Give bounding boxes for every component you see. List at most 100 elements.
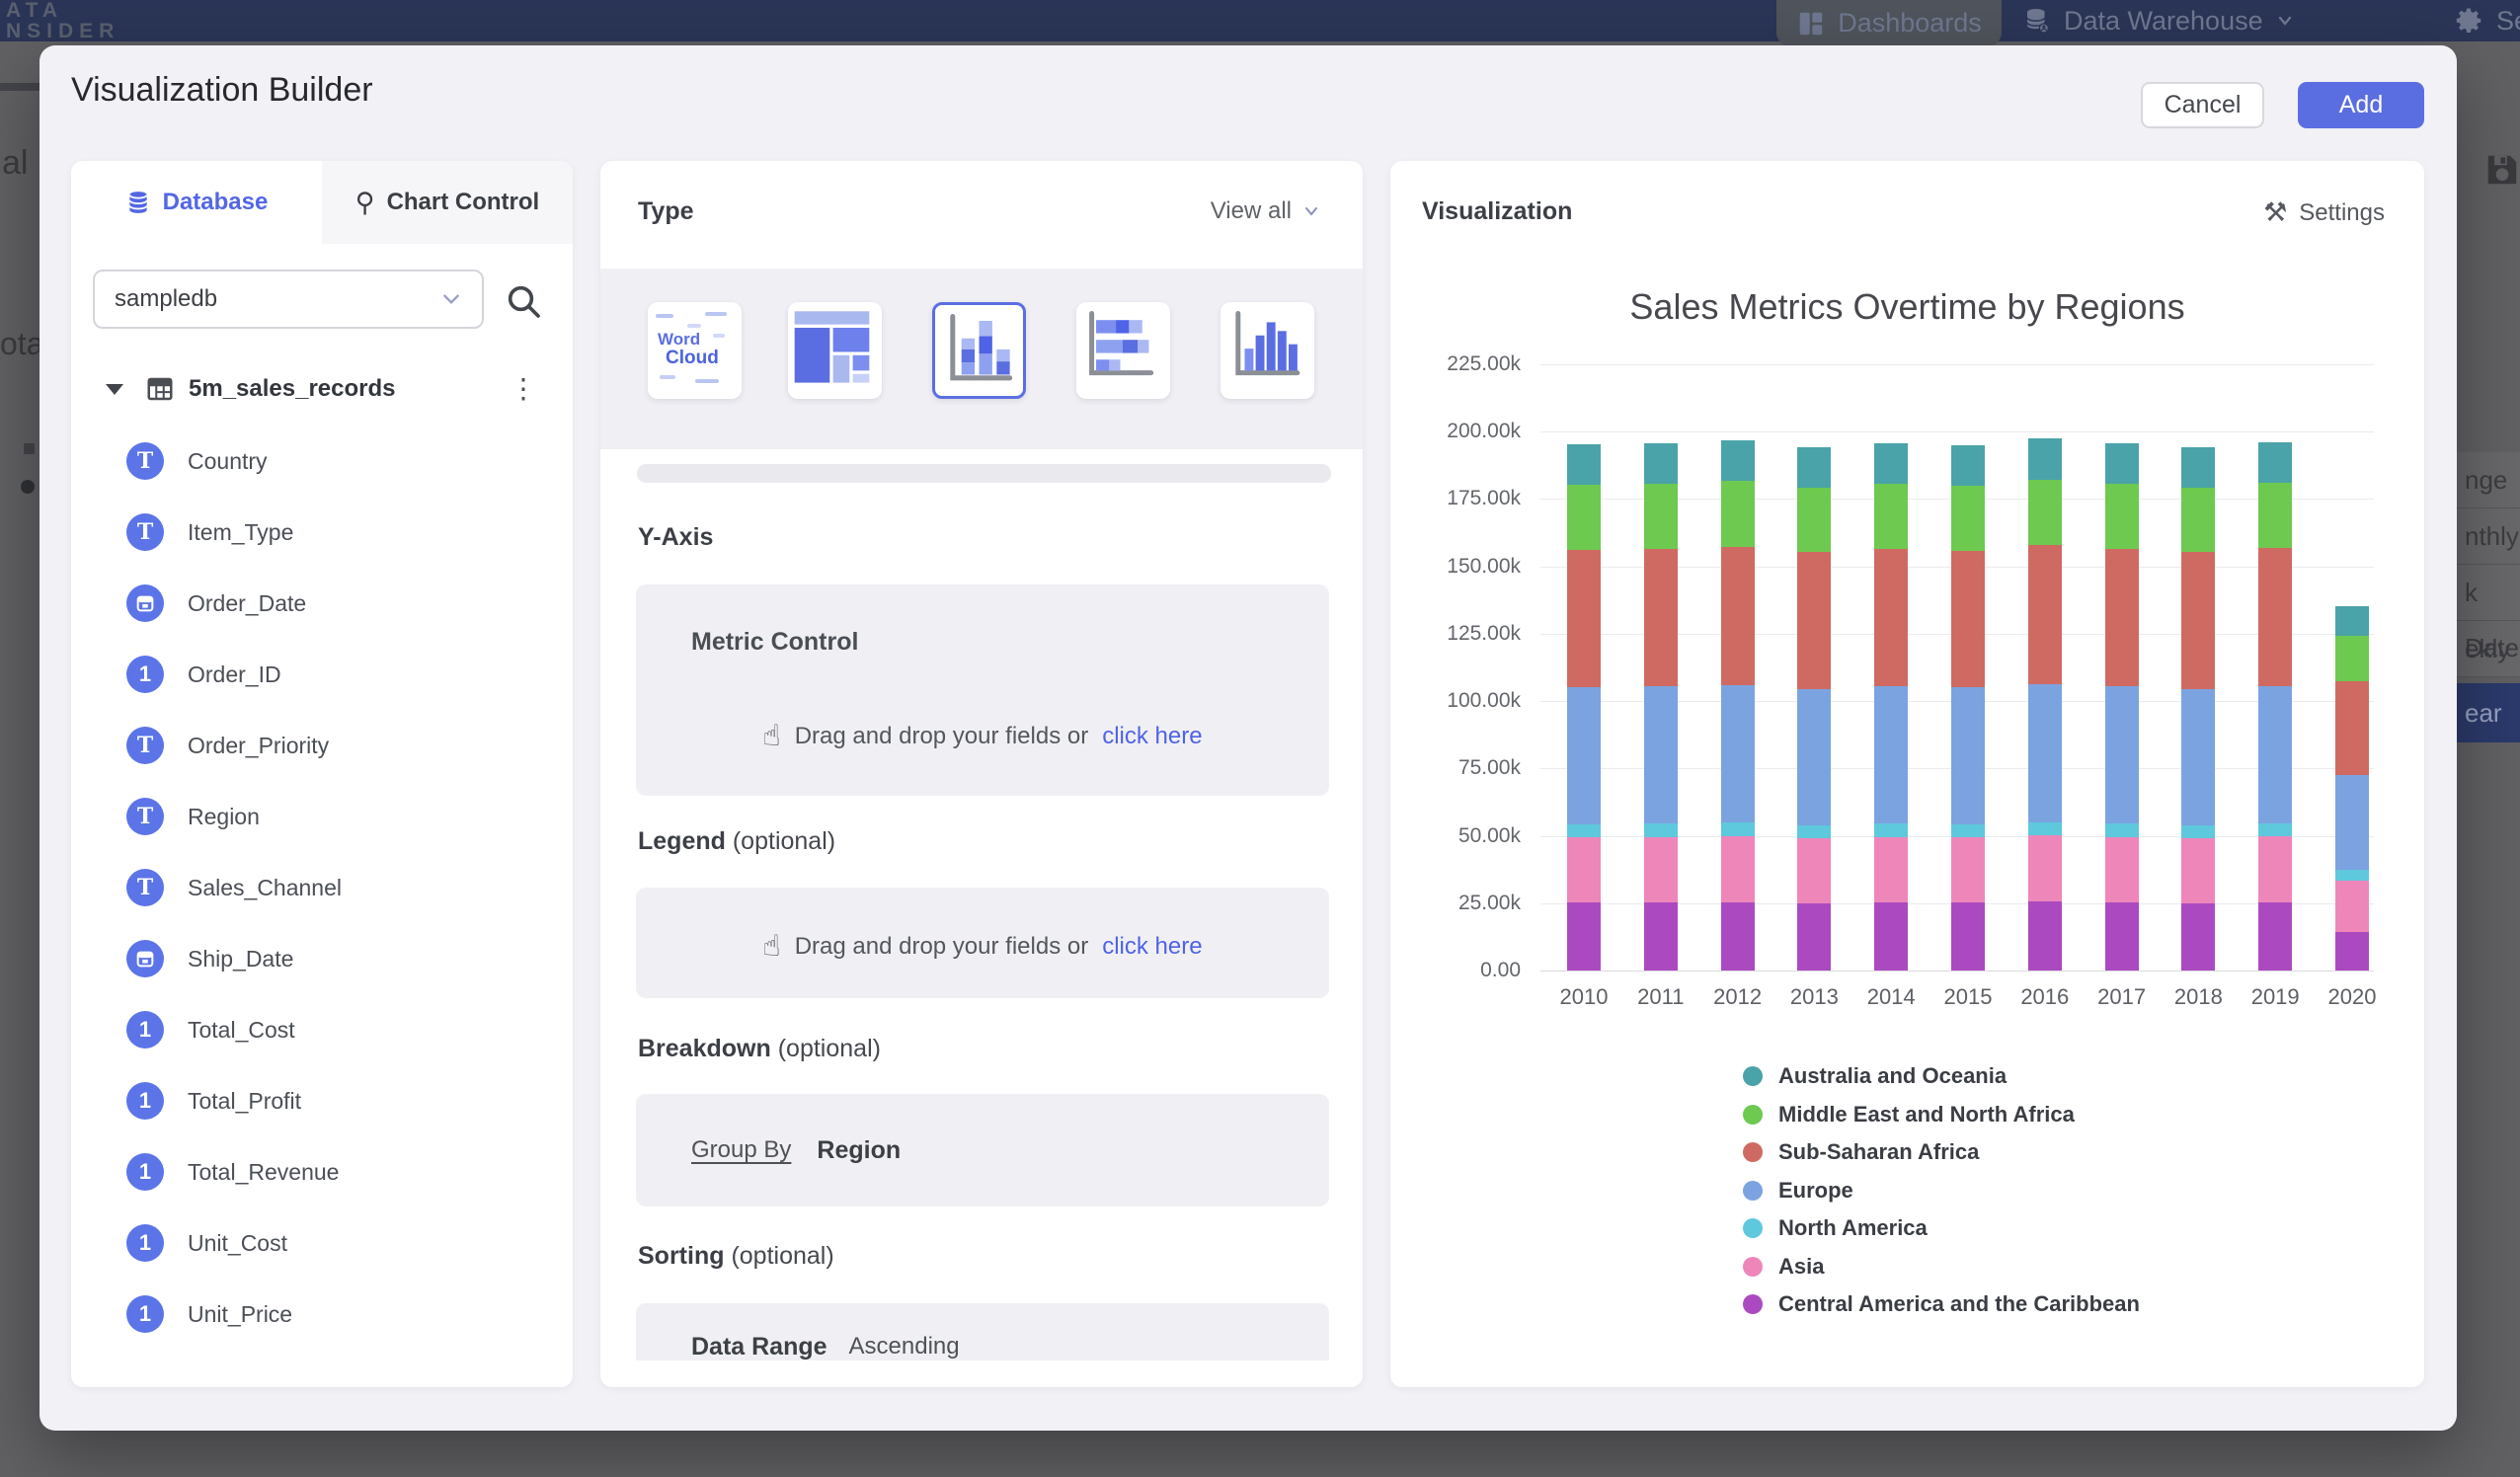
group-by-label[interactable]: Group By: [691, 1136, 791, 1164]
chart-type-card-treemap[interactable]: [788, 302, 882, 399]
chart-type-card-column[interactable]: [1221, 302, 1314, 399]
bar-segment: [2181, 838, 2215, 903]
bar-segment: [1721, 440, 1755, 482]
bar-segment: [1874, 484, 1908, 549]
legend-label: Asia: [1778, 1254, 1824, 1280]
sorting-title-text: Sorting: [638, 1242, 725, 1270]
horizontal-scrollbar[interactable]: [637, 464, 1331, 483]
legend-item[interactable]: Asia: [1743, 1248, 2140, 1286]
chevron-down-icon: [1301, 201, 1321, 221]
bar-segment: [2105, 443, 2139, 484]
chart-type-card-stacked-column[interactable]: [932, 302, 1026, 399]
gridline: [1540, 971, 2374, 972]
tap-icon: ☝: [762, 719, 780, 753]
nav-item-settings[interactable]: Settings: [2455, 0, 2520, 41]
breakdown-drop-zone[interactable]: Group By Region: [636, 1094, 1329, 1206]
gear-icon: [2455, 6, 2484, 36]
text-field-icon: T: [126, 798, 164, 835]
legend-item[interactable]: Central America and the Caribbean: [1743, 1285, 2140, 1324]
tools-icon: ⚲: [355, 188, 375, 218]
legend-label: Europe: [1778, 1178, 1853, 1204]
stacked-column-icon: [935, 305, 1023, 396]
kebab-menu-icon[interactable]: ⋮: [510, 375, 537, 403]
bar-segment: [2181, 552, 2215, 688]
bar-segment: [2335, 681, 2369, 775]
field-row-unit_price[interactable]: 1Unit_Price: [71, 1279, 573, 1350]
text-field-icon: T: [126, 442, 164, 480]
legend-item[interactable]: Middle East and North Africa: [1743, 1096, 2140, 1134]
field-row-order_date[interactable]: Order_Date: [71, 568, 573, 639]
nav-item-data-warehouse[interactable]: Data Warehouse: [2022, 0, 2295, 41]
x-axis-tick-label: 2014: [1852, 984, 1929, 1010]
app-logo: ATA NSIDER: [6, 0, 119, 41]
search-icon[interactable]: [504, 281, 543, 321]
view-all-button[interactable]: View all: [1211, 197, 1321, 225]
group-by-row[interactable]: Group By Region: [691, 1094, 901, 1206]
legend-item[interactable]: North America: [1743, 1209, 2140, 1248]
modal-title: Visualization Builder: [71, 71, 373, 110]
bar-segment: [2105, 484, 2139, 549]
sorting-drop-zone[interactable]: Data Range Ascending: [636, 1303, 1329, 1360]
number-field-icon: 1: [126, 1224, 164, 1262]
legend-drop-zone[interactable]: ☝ Drag and drop your fields or click her…: [636, 888, 1329, 998]
field-row-order_priority[interactable]: TOrder_Priority: [71, 710, 573, 781]
bar-segment: [1567, 550, 1601, 687]
bar-segment: [1721, 836, 1755, 902]
tab-database[interactable]: Database: [71, 161, 322, 244]
field-row-sales_channel[interactable]: TSales_Channel: [71, 852, 573, 923]
bar-segment: [1874, 443, 1908, 484]
bar-segment: [1721, 822, 1755, 836]
caret-down-icon[interactable]: [106, 384, 123, 395]
legend-item[interactable]: Sub-Saharan Africa: [1743, 1133, 2140, 1172]
visualization-panel: Visualization ⚒ Settings Sales Metrics O…: [1390, 161, 2424, 1387]
bar-segment: [1567, 687, 1601, 824]
legend-item[interactable]: Australia and Oceania: [1743, 1057, 2140, 1096]
legend-item[interactable]: Europe: [1743, 1172, 2140, 1210]
field-label: Sales_Channel: [188, 875, 342, 901]
nav-data-warehouse-label: Data Warehouse: [2064, 6, 2263, 37]
bar-segment: [2258, 483, 2292, 548]
bar-segment: [2028, 438, 2062, 480]
field-row-item_type[interactable]: TItem_Type: [71, 497, 573, 568]
metric-control-drop-zone[interactable]: Metric Control ☝ Drag and drop your fiel…: [636, 584, 1329, 796]
add-button[interactable]: Add: [2298, 82, 2424, 128]
field-label: Order_Date: [188, 590, 306, 617]
bar-segment: [2028, 835, 2062, 901]
database-select[interactable]: sampledb: [93, 270, 484, 329]
bar-segment: [1797, 689, 1831, 825]
bar-segment: [2258, 823, 2292, 836]
x-axis-tick-label: 2012: [1699, 984, 1776, 1010]
bar-segment: [2181, 903, 2215, 971]
click-here-link[interactable]: click here: [1102, 933, 1202, 961]
bar-segment: [1951, 551, 1985, 688]
chart-type-card-stacked-bar[interactable]: [1076, 302, 1170, 399]
chart-type-card-word-cloud[interactable]: Word Cloud: [648, 302, 742, 399]
field-row-region[interactable]: TRegion: [71, 781, 573, 852]
field-row-country[interactable]: TCountry: [71, 426, 573, 497]
bar-segment: [1797, 838, 1831, 903]
field-row-total_profit[interactable]: 1Total_Profit: [71, 1065, 573, 1136]
number-field-icon: 1: [126, 1153, 164, 1191]
bar-segment: [1567, 444, 1601, 485]
field-row-total_cost[interactable]: 1Total_Cost: [71, 994, 573, 1065]
legend-label: Central America and the Caribbean: [1778, 1291, 2140, 1317]
bar-segment: [2105, 686, 2139, 823]
legend-color-dot: [1743, 1294, 1763, 1314]
field-row-total_revenue[interactable]: 1Total_Revenue: [71, 1136, 573, 1207]
number-field-icon: 1: [126, 1295, 164, 1333]
table-tree-node[interactable]: 5m_sales_records ⋮: [71, 363, 573, 415]
field-row-ship_date[interactable]: Ship_Date: [71, 923, 573, 994]
bar-segment: [1797, 552, 1831, 688]
nav-item-dashboards[interactable]: Dashboards: [1776, 0, 2002, 46]
tab-chart-control[interactable]: ⚲ Chart Control: [322, 161, 573, 244]
field-row-unit_cost[interactable]: 1Unit_Cost: [71, 1207, 573, 1279]
bar-segment: [2105, 837, 2139, 902]
click-here-link[interactable]: click here: [1102, 723, 1202, 750]
y-axis-tick-label: 0.00: [1404, 959, 1521, 982]
cancel-button[interactable]: Cancel: [2141, 82, 2264, 128]
text-field-icon: T: [126, 727, 164, 764]
breakdown-optional-text: (optional): [778, 1035, 881, 1062]
field-row-order_id[interactable]: 1Order_ID: [71, 639, 573, 710]
bar-segment: [2258, 686, 2292, 823]
database-icon: [125, 190, 151, 215]
